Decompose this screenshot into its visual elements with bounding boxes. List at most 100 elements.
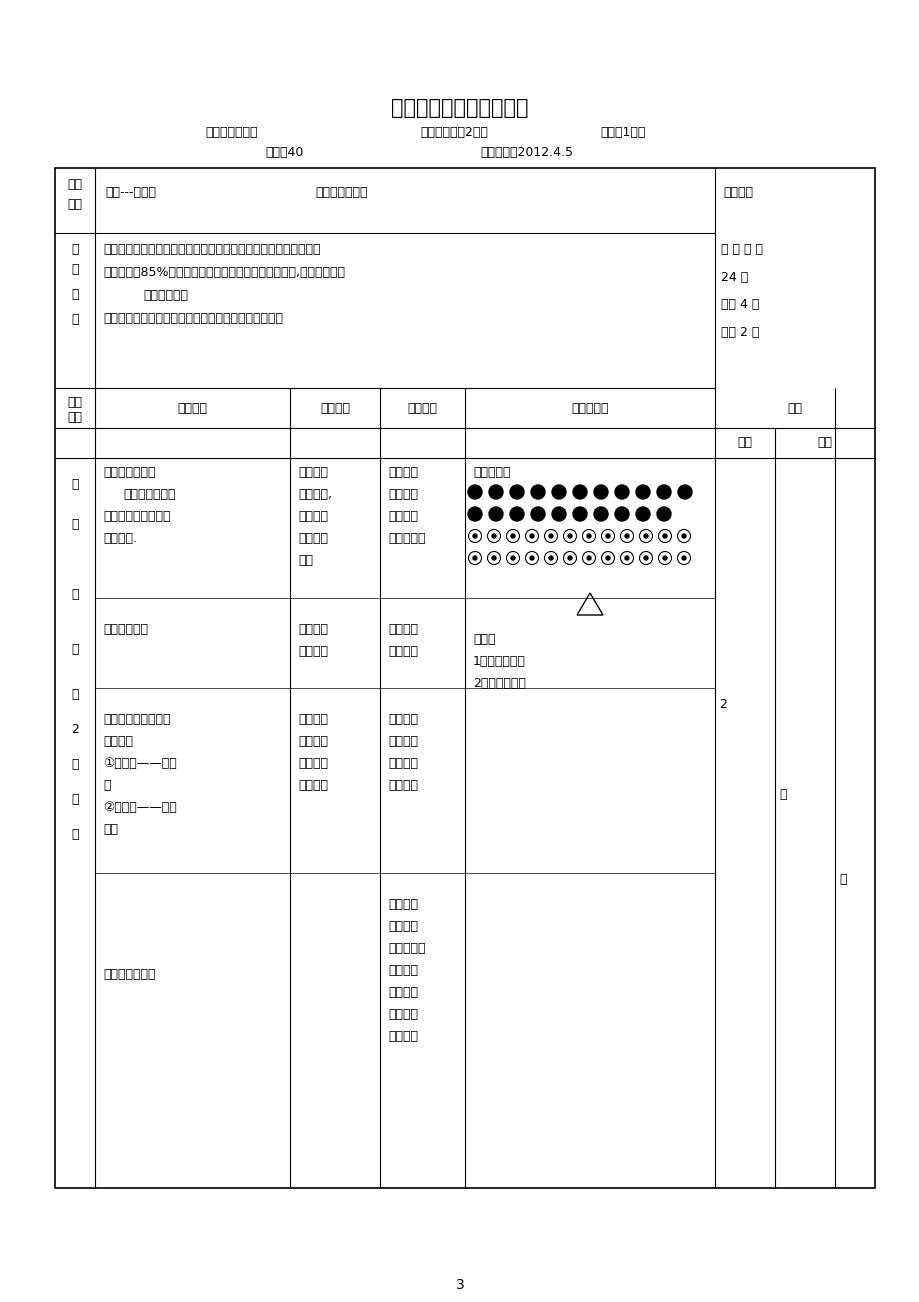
Text: 钟: 钟 — [71, 793, 79, 806]
Text: 二、向学: 二、向学 — [298, 622, 328, 635]
Circle shape — [472, 534, 476, 538]
Circle shape — [489, 486, 503, 499]
Circle shape — [472, 556, 476, 560]
Circle shape — [510, 556, 515, 560]
Text: 人数：40: 人数：40 — [265, 147, 303, 160]
Text: 认知目标：学生初步了解冲刺跑，并可以说出冲刺跑的技术要领。: 认知目标：学生初步了解冲刺跑，并可以说出冲刺跑的技术要领。 — [103, 243, 320, 256]
Text: 组织与要求: 组织与要求 — [571, 402, 608, 415]
Text: 初二年级冲刺跑授课计划: 初二年级冲刺跑授课计划 — [391, 98, 528, 118]
Text: ②：游戏——障碍: ②：游戏——障碍 — [103, 801, 176, 814]
Circle shape — [681, 534, 686, 538]
Text: 目: 目 — [71, 288, 79, 301]
Text: 教师活动: 教师活动 — [320, 402, 349, 415]
Circle shape — [586, 556, 590, 560]
Text: 学校：闽侯四中: 学校：闽侯四中 — [205, 125, 257, 138]
Text: 跑: 跑 — [103, 779, 110, 792]
Text: 四、安排见习生: 四、安排见习生 — [103, 967, 155, 980]
Text: 一、队伍: 一、队伍 — [388, 466, 417, 479]
Text: ①：短跑——冲刺: ①：短跑——冲刺 — [103, 756, 176, 769]
Circle shape — [567, 534, 572, 538]
Text: 场地器材: 场地器材 — [722, 186, 752, 199]
Text: 和要求。: 和要求。 — [298, 779, 328, 792]
Text: 声音响亮。: 声音响亮。 — [388, 533, 425, 546]
Text: 齐，报数: 齐，报数 — [388, 510, 417, 523]
Text: 技能目标：85%以上的学生能够掌握冲刺跑的动作要领,在练习中可以: 技能目标：85%以上的学生能够掌握冲刺跑的动作要领,在练习中可以 — [103, 266, 345, 279]
Text: 学生活动: 学生活动 — [406, 402, 437, 415]
Text: 内容: 内容 — [67, 198, 83, 211]
Text: 教学内容: 教学内容 — [176, 402, 207, 415]
Text: 正确的运用。: 正确的运用。 — [142, 289, 187, 302]
Circle shape — [573, 506, 586, 521]
Circle shape — [594, 486, 607, 499]
Text: 队、清点人数、报告: 队、清点人数、报告 — [103, 510, 170, 523]
Circle shape — [635, 486, 650, 499]
Text: 出勤情况.: 出勤情况. — [103, 533, 137, 546]
Text: （: （ — [71, 687, 79, 700]
Text: 要站的整: 要站的整 — [388, 488, 417, 501]
Circle shape — [529, 556, 533, 560]
Circle shape — [663, 534, 666, 538]
Text: 体育委员集合整: 体育委员集合整 — [123, 488, 176, 501]
Text: 2: 2 — [719, 698, 726, 711]
Text: 分: 分 — [71, 758, 79, 771]
Circle shape — [656, 486, 670, 499]
Circle shape — [510, 534, 515, 538]
Text: 织工作。: 织工作。 — [388, 1030, 417, 1043]
Circle shape — [549, 556, 552, 560]
Text: 要求：: 要求： — [472, 633, 495, 646]
Circle shape — [530, 486, 544, 499]
Text: 师问好。: 师问好。 — [388, 644, 417, 658]
Text: 本节课的: 本节课的 — [298, 736, 328, 749]
Circle shape — [635, 506, 650, 521]
Text: 及的练习，: 及的练习， — [388, 943, 425, 954]
Text: 本节课的: 本节课的 — [388, 736, 417, 749]
Circle shape — [681, 556, 686, 560]
Circle shape — [509, 506, 524, 521]
Text: 分: 分 — [71, 643, 79, 656]
Text: 24 个: 24 个 — [720, 271, 747, 284]
Text: 授课（1）节: 授课（1）节 — [599, 125, 644, 138]
Circle shape — [492, 534, 495, 538]
Text: 接力: 接力 — [103, 823, 118, 836]
Text: 分: 分 — [778, 788, 786, 801]
Text: 游戏：跨越障碍: 游戏：跨越障碍 — [314, 186, 367, 199]
Text: 2: 2 — [71, 723, 79, 736]
Circle shape — [624, 534, 629, 538]
Text: 二、师生问好: 二、师生问好 — [103, 622, 148, 635]
Text: 篮球 4 个: 篮球 4 个 — [720, 298, 758, 311]
Text: 矿 泉 水 瓶: 矿 泉 水 瓶 — [720, 243, 762, 256]
Circle shape — [594, 506, 607, 521]
Circle shape — [551, 486, 565, 499]
Text: 要内容：: 要内容： — [103, 736, 133, 749]
Circle shape — [614, 486, 629, 499]
Text: 2、精神饱满。: 2、精神饱满。 — [472, 677, 526, 690]
Text: 组织队形：: 组织队形： — [472, 466, 510, 479]
Text: 次数: 次数 — [737, 436, 752, 449]
Text: 生问好。: 生问好。 — [298, 644, 328, 658]
Text: 情感目标：培养学生团结互助的精神，增进彼此友谊。: 情感目标：培养学生团结互助的精神，增进彼此友谊。 — [103, 312, 283, 326]
Text: 节课的组: 节课的组 — [388, 1008, 417, 1021]
Circle shape — [643, 534, 647, 538]
Circle shape — [606, 534, 609, 538]
Circle shape — [530, 506, 544, 521]
Text: 主要内容: 主要内容 — [298, 756, 328, 769]
Text: 接受体育: 接受体育 — [298, 510, 328, 523]
Text: 短跑---冲刺跑: 短跑---冲刺跑 — [105, 186, 156, 199]
Text: 一、仔细: 一、仔细 — [298, 466, 328, 479]
Text: 四、跟班: 四、跟班 — [388, 898, 417, 911]
Circle shape — [492, 556, 495, 560]
Text: 标: 标 — [71, 312, 79, 326]
Text: 课的: 课的 — [67, 396, 83, 409]
Circle shape — [551, 506, 565, 521]
Circle shape — [606, 556, 609, 560]
Circle shape — [468, 486, 482, 499]
Circle shape — [656, 506, 670, 521]
Text: 观察情况,: 观察情况, — [298, 488, 332, 501]
Text: 三、听清: 三、听清 — [388, 713, 417, 727]
Circle shape — [643, 556, 647, 560]
Text: 开: 开 — [71, 478, 79, 491]
Text: 学: 学 — [71, 263, 79, 276]
Text: 师做好本: 师做好本 — [388, 986, 417, 999]
Text: 时间: 时间 — [817, 436, 832, 449]
Text: 箩筐 2 个: 箩筐 2 个 — [720, 326, 758, 339]
